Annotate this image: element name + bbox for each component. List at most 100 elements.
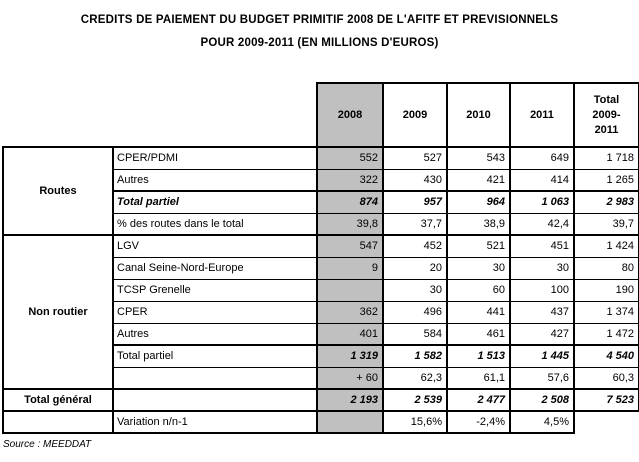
budget-table: 2008 2009 2010 2011 Total 2009- 2011 Rou… xyxy=(2,82,639,434)
value-cell: 42,4 xyxy=(509,212,575,236)
value-cell: 584 xyxy=(382,322,448,346)
table-row: + 60 62,3 61,1 57,6 60,3 xyxy=(3,366,639,390)
value-cell: 2 477 xyxy=(446,388,511,412)
group-total-general: Total général xyxy=(2,388,114,412)
value-cell: 427 xyxy=(509,322,575,346)
row-label-total-partiel-non-routier: Total partiel xyxy=(112,344,318,368)
group-non-routier: Non routier xyxy=(2,234,114,390)
table-row: Routes CPER/PDMI 552 527 543 649 1 718 xyxy=(2,146,639,236)
row-label-variation: Variation n/n-1 xyxy=(112,410,318,434)
value-cell: 60,3 xyxy=(573,366,639,390)
header-2009: 2009 xyxy=(382,82,448,148)
value-cell: 1 718 xyxy=(573,146,639,170)
row-label-pct-routes: % des routes dans le total xyxy=(112,212,318,236)
value-cell: 7 523 xyxy=(573,388,639,412)
header-total-2009-2011: Total 2009- 2011 xyxy=(573,82,639,148)
value-cell: 62,3 xyxy=(382,366,448,390)
value-cell: -2,4% xyxy=(446,410,511,434)
group-routes: Routes xyxy=(2,146,114,236)
value-cell: 1 582 xyxy=(382,344,448,368)
value-cell: 543 xyxy=(446,146,511,170)
value-cell: 80 xyxy=(573,256,639,280)
value-cell: 649 xyxy=(509,146,575,170)
value-cell: 401 xyxy=(316,322,384,346)
value-cell: 1 063 xyxy=(509,190,575,214)
table-row: CPER 362 496 441 437 1 374 xyxy=(3,300,639,324)
value-cell: 496 xyxy=(382,300,448,324)
table-row: Variation n/n-1 15,6% -2,4% 4,5% xyxy=(2,410,639,434)
table-row: TCSP Grenelle 30 60 100 190 xyxy=(3,278,639,302)
value-cell: 2 539 xyxy=(382,388,448,412)
value-cell: 57,6 xyxy=(509,366,575,390)
value-cell: 1 445 xyxy=(509,344,575,368)
header-blank-cell xyxy=(3,83,317,147)
value-cell: 362 xyxy=(316,300,384,324)
value-cell: 552 xyxy=(316,146,384,170)
value-cell: 1 472 xyxy=(573,322,639,346)
row-label-tcsp-grenelle: TCSP Grenelle xyxy=(112,278,318,302)
value-cell: 20 xyxy=(382,256,448,280)
row-label-total-partiel-routes: Total partiel xyxy=(112,190,318,214)
value-cell: 30 xyxy=(509,256,575,280)
row-label-cper: CPER xyxy=(112,300,318,324)
value-cell: 430 xyxy=(382,168,448,192)
value-cell: 9 xyxy=(316,256,384,280)
value-cell: 30 xyxy=(446,256,511,280)
value-cell: 39,8 xyxy=(316,212,384,236)
row-label-cper-pdmi: CPER/PDMI xyxy=(112,146,318,170)
row-label-canal-seine-nord-europe: Canal Seine-Nord-Europe xyxy=(112,256,318,280)
title-line-1: CREDITS DE PAIEMENT DU BUDGET PRIMITIF 2… xyxy=(80,14,559,26)
table-row: Non routier LGV 547 452 521 451 1 424 xyxy=(2,234,639,390)
value-cell: 1 265 xyxy=(573,168,639,192)
value-cell: 421 xyxy=(446,168,511,192)
value-cell xyxy=(316,410,384,434)
empty-cell xyxy=(2,410,114,434)
table-row: Total général 2 193 2 539 2 477 2 508 7 … xyxy=(2,388,639,412)
table-row: Total partiel 1 319 1 582 1 513 1 445 4 … xyxy=(3,344,639,368)
value-cell: 437 xyxy=(509,300,575,324)
value-cell: 1 424 xyxy=(573,234,639,258)
value-cell: 15,6% xyxy=(382,410,448,434)
value-cell: 1 319 xyxy=(316,344,384,368)
value-cell: 39,7 xyxy=(573,212,639,236)
value-cell: 1 513 xyxy=(446,344,511,368)
value-cell: 61,1 xyxy=(446,366,511,390)
value-cell: 37,7 xyxy=(382,212,448,236)
table-row: Canal Seine-Nord-Europe 9 20 30 30 80 xyxy=(3,256,639,280)
row-label-lgv: LGV xyxy=(112,234,318,258)
table-row: Autres 322 430 421 414 1 265 xyxy=(3,168,639,192)
value-cell: 441 xyxy=(446,300,511,324)
row-label-autres-non-routier: Autres xyxy=(112,322,318,346)
header-2008: 2008 xyxy=(316,82,384,148)
value-cell: 100 xyxy=(509,278,575,302)
header-2011: 2011 xyxy=(509,82,575,148)
value-cell: 451 xyxy=(509,234,575,258)
value-cell: 2 508 xyxy=(509,388,575,412)
value-cell: 527 xyxy=(382,146,448,170)
value-cell: 547 xyxy=(316,234,384,258)
value-cell: + 60 xyxy=(316,366,384,390)
value-cell: 521 xyxy=(446,234,511,258)
row-label-total-general-blank xyxy=(112,388,318,412)
value-cell: 190 xyxy=(573,278,639,302)
value-cell: 30 xyxy=(382,278,448,302)
value-cell: 452 xyxy=(382,234,448,258)
value-cell: 414 xyxy=(509,168,575,192)
row-label-blank xyxy=(112,366,318,390)
borderless-cell xyxy=(574,411,639,433)
row-label-autres-routes: Autres xyxy=(112,168,318,192)
header-row: 2008 2009 2010 2011 Total 2009- 2011 xyxy=(3,82,639,148)
table-title: CREDITS DE PAIEMENT DU BUDGET PRIMITIF 2… xyxy=(0,0,639,55)
title-line-2: POUR 2009-2011 (EN MILLIONS D'EUROS) xyxy=(200,37,439,49)
value-cell: 2 193 xyxy=(316,388,384,412)
header-2010: 2010 xyxy=(446,82,511,148)
source-note: Source : MEEDDAT xyxy=(3,439,92,450)
value-cell: 322 xyxy=(316,168,384,192)
table-row: Autres 401 584 461 427 1 472 xyxy=(3,322,639,346)
value-cell: 2 983 xyxy=(573,190,639,214)
value-cell: 60 xyxy=(446,278,511,302)
value-cell: 964 xyxy=(446,190,511,214)
value-cell: 4 540 xyxy=(573,344,639,368)
value-cell: 38,9 xyxy=(446,212,511,236)
